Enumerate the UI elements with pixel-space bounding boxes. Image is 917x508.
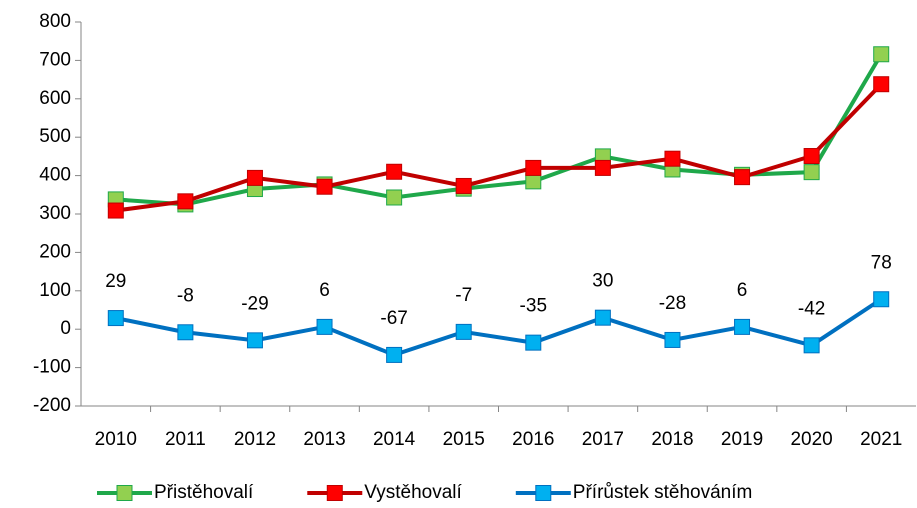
marker [525, 334, 542, 351]
x-tick-label: 2012 [234, 429, 276, 450]
marker [803, 337, 820, 354]
legend-label: Přírůstek stěhováním [573, 482, 753, 503]
data-label: 6 [737, 280, 748, 301]
legend-label: Přistěhovalí [154, 482, 254, 503]
data-label: -35 [520, 296, 547, 317]
y-tick-label: 0 [60, 318, 71, 339]
series: 29 -8 -29 6 -67 -7 -35 30 -28 6 -42 78 [105, 252, 892, 363]
legend-marker [535, 485, 552, 501]
x-tick-label: 2019 [721, 429, 763, 450]
data-label: -28 [659, 293, 686, 314]
marker [246, 332, 263, 349]
marker [525, 173, 542, 190]
marker [386, 346, 403, 363]
marker [455, 177, 472, 194]
marker [386, 189, 403, 206]
data-label: 78 [871, 252, 892, 273]
marker [316, 178, 333, 195]
marker [386, 163, 403, 180]
series-line [115, 53, 883, 207]
y-tick-label: 800 [39, 11, 71, 32]
legend: Přistěhovalí Vystěhovalí Přírůstek stěhová… [97, 482, 752, 503]
marker [594, 159, 611, 176]
x-tick-label: 2014 [373, 429, 416, 450]
x-tick-label: 2010 [95, 429, 137, 450]
series-line [115, 297, 883, 358]
marker [455, 323, 472, 340]
x-tick-label: 2011 [165, 429, 206, 450]
marker [107, 310, 124, 327]
marker [803, 148, 820, 165]
marker [664, 331, 681, 348]
y-tick-label: 600 [39, 88, 71, 109]
data-label: 30 [592, 271, 613, 292]
series [107, 76, 890, 219]
data-label: -8 [177, 285, 194, 306]
x-tick-label: 2018 [651, 429, 693, 450]
marker [246, 169, 263, 186]
marker [734, 318, 751, 335]
x-tick-label: 2015 [443, 429, 485, 450]
data-label: 29 [105, 271, 126, 292]
x-tick-label: 2021 [860, 429, 902, 450]
legend-marker [326, 485, 343, 501]
marker [316, 318, 333, 335]
x-tick-label: 2016 [512, 429, 554, 450]
marker [177, 324, 194, 341]
marker [594, 309, 611, 326]
marker [873, 291, 890, 308]
x-tick-label: 2013 [303, 429, 345, 450]
data-label: -42 [798, 298, 825, 319]
data-label: -29 [241, 293, 268, 314]
marker [107, 202, 124, 219]
data-label: 6 [319, 280, 330, 301]
y-tick-label: 300 [39, 203, 71, 224]
y-tick-label: 100 [39, 280, 71, 301]
y-tick-label: -100 [33, 357, 71, 378]
legend-label: Vystěhovalí [364, 482, 462, 503]
marker [525, 159, 542, 176]
marker [803, 164, 820, 181]
marker [664, 150, 681, 167]
y-tick-label: 700 [39, 49, 71, 70]
series-line [115, 82, 883, 213]
marker [177, 193, 194, 210]
legend-marker [116, 485, 133, 501]
marker [873, 46, 890, 63]
marker [734, 169, 751, 186]
marker [873, 76, 890, 93]
x-tick-label: 2020 [790, 429, 832, 450]
data-label: -7 [455, 285, 472, 306]
y-tick-label: 200 [39, 241, 71, 262]
y-tick-label: 500 [39, 126, 71, 147]
y-tick-label: 400 [39, 165, 71, 186]
y-tick-label: -200 [33, 395, 71, 416]
data-label: -67 [380, 308, 407, 329]
x-tick-label: 2017 [582, 429, 624, 450]
